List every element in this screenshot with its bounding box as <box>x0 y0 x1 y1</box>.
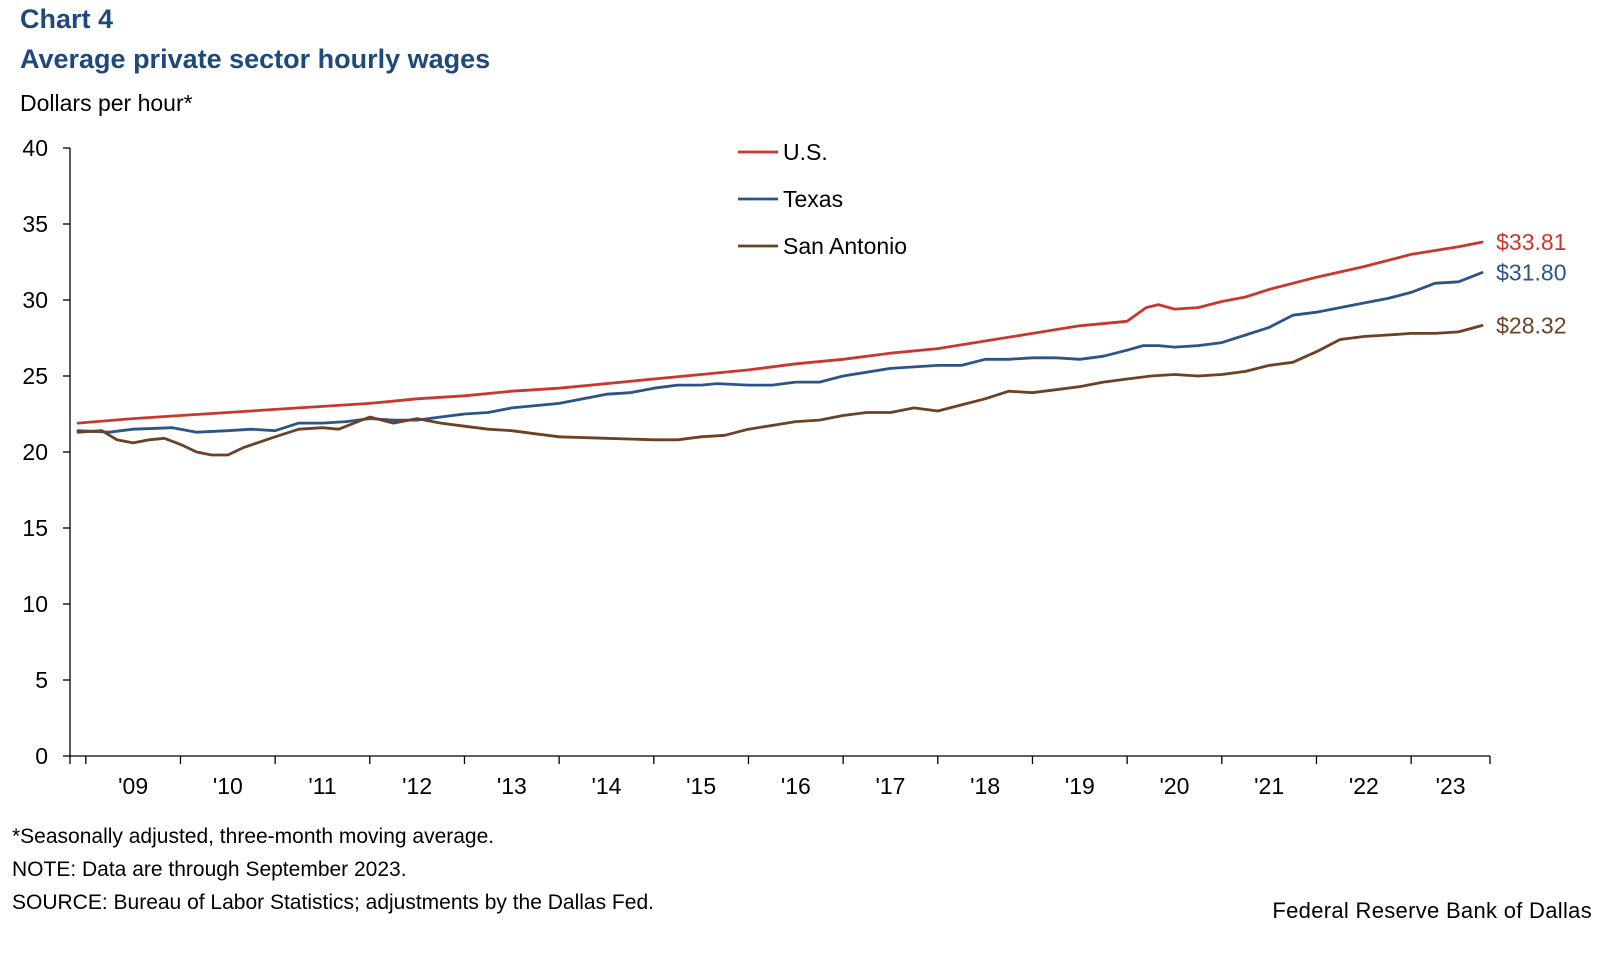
credit-logo-text: Federal Reserve Bank of Dallas <box>1272 898 1592 923</box>
chart-notes: *Seasonally adjusted, three-month moving… <box>12 820 654 919</box>
x-tick-label: '09 <box>118 773 148 799</box>
series-line-texas <box>76 271 1484 434</box>
x-tick-label: '13 <box>497 773 527 799</box>
y-axis-unit-label: Dollars per hour* <box>20 90 193 116</box>
x-tick-label: '10 <box>213 773 243 799</box>
chart-series <box>76 240 1484 457</box>
x-tick-label: '12 <box>402 773 432 799</box>
x-tick-label: '11 <box>308 773 336 799</box>
end-value-label: $28.32 <box>1496 313 1566 339</box>
x-tick-label: '17 <box>875 773 905 799</box>
chart-title: Average private sector hourly wages <box>20 44 491 74</box>
x-tick-label: '20 <box>1159 773 1189 799</box>
x-tick-label: '14 <box>591 773 621 799</box>
series-line-u-s <box>76 240 1484 425</box>
x-tick-label: '21 <box>1254 773 1284 799</box>
x-tick-label: '15 <box>686 773 716 799</box>
end-value-label: $33.81 <box>1496 229 1566 255</box>
footnote: *Seasonally adjusted, three-month moving… <box>12 825 495 848</box>
end-value-label: $31.80 <box>1496 260 1566 286</box>
source: SOURCE: Bureau of Labor Statistics; adju… <box>12 891 654 914</box>
legend-label: U.S. <box>783 139 828 165</box>
chart-number: Chart 4 <box>20 4 114 34</box>
chart-end-labels: $33.81 $31.80 $28.32 <box>1496 229 1566 338</box>
x-tick-label: '22 <box>1349 773 1379 799</box>
y-tick-label: 25 <box>22 363 48 389</box>
y-tick-label: 15 <box>22 515 48 541</box>
y-tick-label: 35 <box>22 211 48 237</box>
x-tick-label: '19 <box>1065 773 1095 799</box>
y-tick-label: 10 <box>22 591 48 617</box>
series-line-san-antonio <box>76 324 1484 457</box>
y-tick-label: 0 <box>35 743 48 769</box>
note: NOTE: Data are through September 2023. <box>12 858 407 881</box>
y-tick-label: 30 <box>22 287 48 313</box>
chart-legend: U.S. Texas San Antonio <box>738 139 907 259</box>
x-tick-label: '18 <box>970 773 1000 799</box>
chart-axes: 0 5 10 15 20 25 30 35 40 '09 '10 '11 '12 '13 '14 '15 '16… <box>22 135 1491 799</box>
legend-label: Texas <box>783 186 843 212</box>
x-tick-label: '23 <box>1436 773 1466 799</box>
legend-label: San Antonio <box>783 233 907 259</box>
y-tick-label: 5 <box>35 667 48 693</box>
y-tick-label: 40 <box>22 135 48 161</box>
y-tick-label: 20 <box>22 439 48 465</box>
x-tick-label: '16 <box>781 773 811 799</box>
